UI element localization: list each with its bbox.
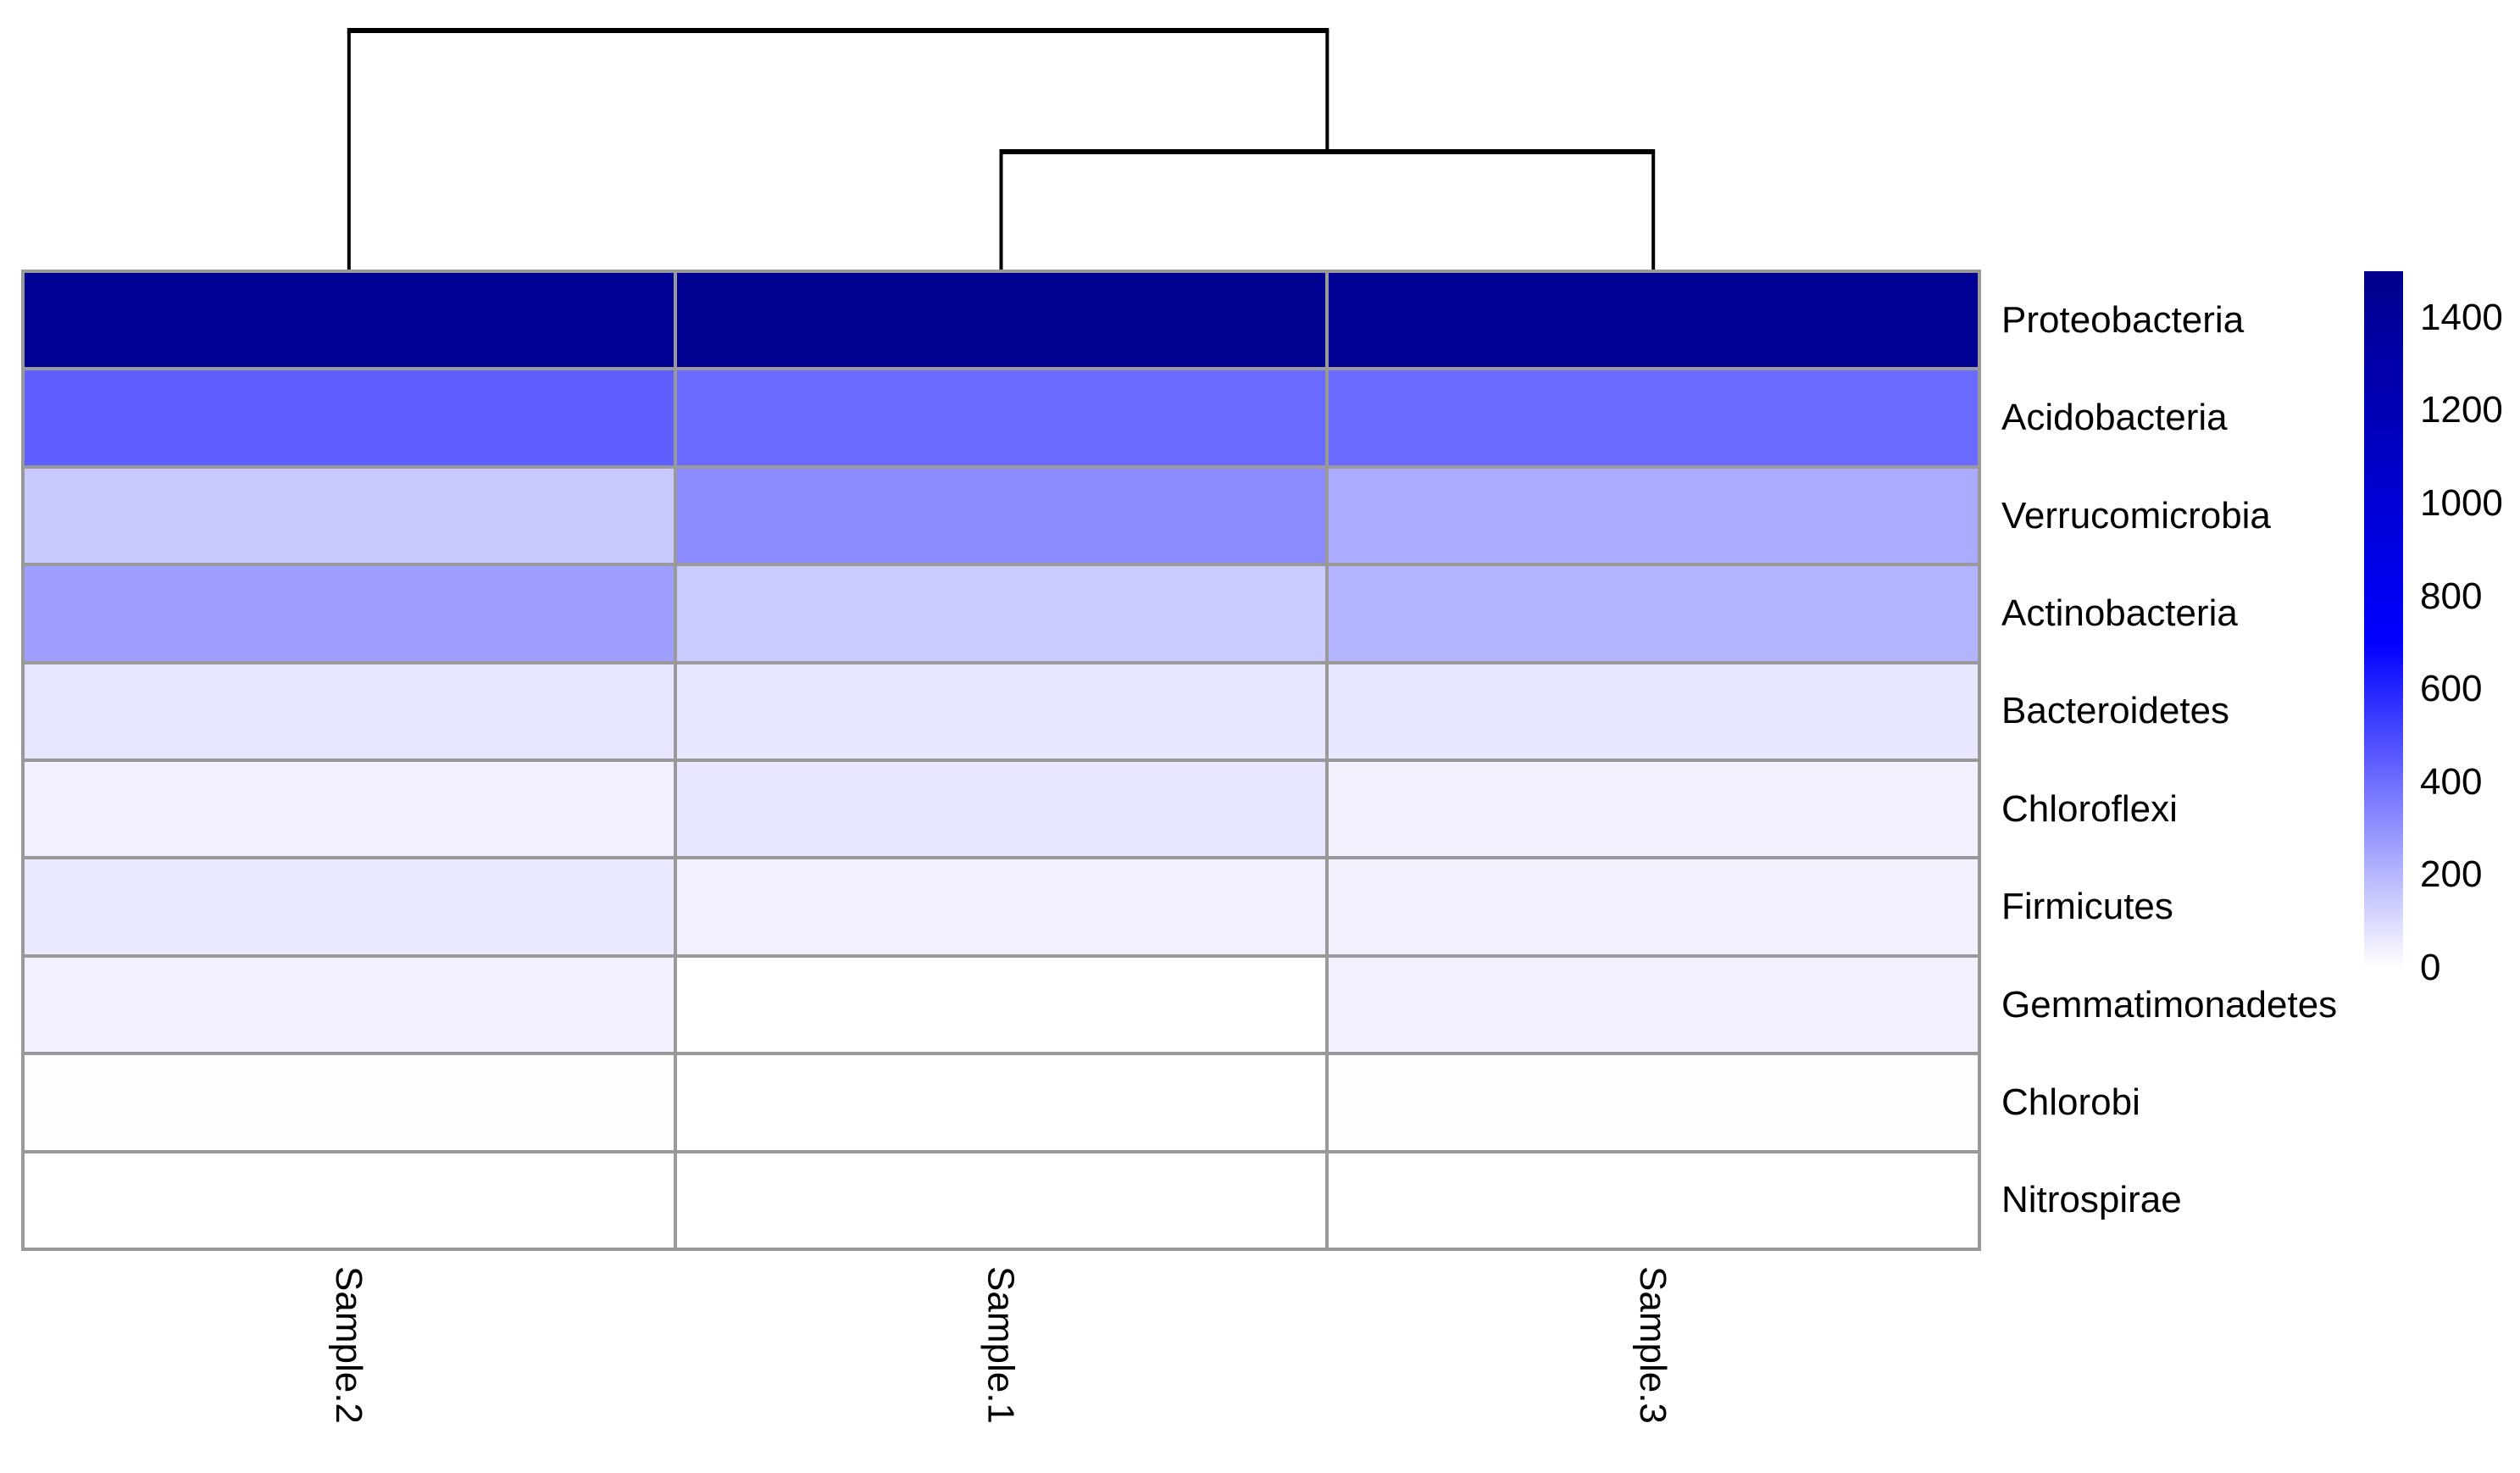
row-label: Verrucomicrobia: [2001, 494, 2271, 536]
row-label: Actinobacteria: [2001, 592, 2238, 634]
heatmap-cell: [676, 1055, 1326, 1150]
heatmap-cell: [1329, 1153, 1978, 1248]
heatmap-cell: [1329, 566, 1978, 661]
heatmap-cell: [676, 1153, 1326, 1248]
legend-tick-label: 400: [2420, 760, 2483, 803]
column-label: Sample.1: [980, 1266, 1022, 1424]
heatmap-cell: [1329, 664, 1978, 759]
heatmap-cell: [1329, 468, 1978, 564]
heatmap-cell: [676, 957, 1326, 1053]
heatmap-cell: [676, 664, 1326, 759]
legend-color-bar: [2364, 271, 2403, 968]
heatmap-cell: [25, 957, 674, 1053]
row-label: Proteobacteria: [2001, 298, 2245, 341]
heatmap-cell: [25, 762, 674, 857]
legend-tick-label: 1400: [2420, 296, 2503, 338]
heatmap-cell: [1329, 370, 1978, 465]
heatmap-cell: [25, 664, 674, 759]
row-label: Chloroflexi: [2001, 787, 2178, 830]
heatmap-cell: [1329, 273, 1978, 368]
heatmap-cell: [1329, 859, 1978, 954]
row-label: Firmicutes: [2001, 886, 2173, 928]
heatmap-cell: [676, 762, 1326, 857]
heatmap-cell: [1329, 1055, 1978, 1150]
legend-tick-label: 0: [2420, 947, 2441, 988]
legend-tick-label: 1000: [2420, 482, 2503, 524]
row-label: Chlorobi: [2001, 1081, 2140, 1123]
row-label: Gemmatimonadetes: [2001, 983, 2338, 1026]
row-label: Acidobacteria: [2001, 397, 2228, 439]
heatmap-cell: [25, 273, 674, 368]
heatmap-cell: [676, 566, 1326, 661]
heatmap-cell: [25, 468, 674, 564]
heatmap-cell: [25, 370, 674, 465]
legend-tick-label: 1200: [2420, 389, 2503, 431]
row-label: Bacteroidetes: [2001, 690, 2230, 732]
heatmap-cell: [676, 273, 1326, 368]
heatmap-cell: [25, 566, 674, 661]
heatmap-cell: [25, 1153, 674, 1248]
column-label: Sample.3: [1632, 1266, 1674, 1424]
heatmap-cell: [1329, 762, 1978, 857]
heatmap-cell: [1329, 957, 1978, 1053]
heatmap-cell: [25, 859, 674, 954]
column-dendrogram: [347, 28, 1656, 273]
column-label: Sample.2: [327, 1266, 369, 1424]
heatmap-cell: [676, 859, 1326, 954]
heatmap-cell: [25, 1055, 674, 1150]
legend-tick-label: 200: [2420, 853, 2483, 896]
legend-tick-label: 800: [2420, 575, 2483, 617]
heatmap-grid: [21, 270, 1981, 1251]
heatmap-cell: [676, 370, 1326, 465]
row-label: Nitrospirae: [2001, 1179, 2182, 1221]
legend-tick-label: 600: [2420, 668, 2483, 710]
heatmap-cell: [676, 468, 1326, 564]
